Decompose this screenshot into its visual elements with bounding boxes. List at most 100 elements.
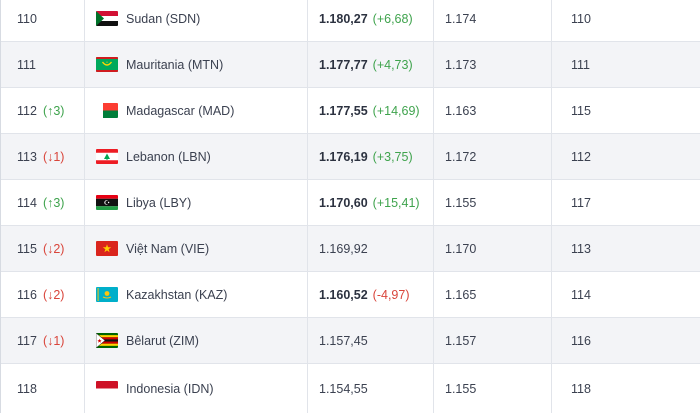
team-name: Sudan (SDN) — [126, 11, 201, 26]
previous-rank-value: 112 — [571, 149, 591, 164]
team-cell[interactable]: Việt Nam (VIE) — [85, 226, 308, 271]
table-row[interactable]: 114 (↑3) Libya (LBY) 1.170,60 (+15,41) 1… — [1, 180, 700, 226]
team-cell[interactable]: Bêlarut (ZIM) — [85, 318, 308, 363]
zimbabwe-flag-icon — [96, 333, 118, 348]
previous-rank-cell: 112 — [552, 134, 700, 179]
table-row[interactable]: 110 Sudan (SDN) 1.180,27 (+6,68) 1.174 1… — [1, 0, 700, 42]
rank-value: 114 — [17, 195, 37, 210]
previous-points-cell: 1.155 — [434, 364, 552, 413]
previous-points-value: 1.172 — [445, 149, 477, 164]
team-cell[interactable]: Libya (LBY) — [85, 180, 308, 225]
rank-value: 111 — [17, 57, 37, 72]
team-cell[interactable]: Mauritania (MTN) — [85, 42, 308, 87]
rank-change: (↑3) — [42, 195, 65, 210]
previous-rank-cell: 111 — [552, 42, 700, 87]
points-value: 1.177,77 — [319, 57, 368, 72]
rank-change: (↑3) — [42, 103, 65, 118]
table-row[interactable]: 116 (↓2) Kazakhstan (KAZ) 1.160,52 (-4,9… — [1, 272, 700, 318]
previous-points-value: 1.165 — [445, 287, 477, 302]
previous-points-cell: 1.170 — [434, 226, 552, 271]
points-value: 1.160,52 — [319, 287, 368, 302]
table-row[interactable]: 112 (↑3) Madagascar (MAD) 1.177,55 (+14,… — [1, 88, 700, 134]
table-row[interactable]: 117 (↓1) Bêlarut (ZIM) 1.157,45 1.157 11… — [1, 318, 700, 364]
rank-cell: 115 (↓2) — [1, 226, 85, 271]
table-row[interactable]: 115 (↓2) Việt Nam (VIE) 1.169,92 1.170 1… — [1, 226, 700, 272]
rank-change: (↓1) — [42, 333, 65, 348]
table-row[interactable]: 111 Mauritania (MTN) 1.177,77 (+4,73) 1.… — [1, 42, 700, 88]
points-delta: (+14,69) — [372, 103, 420, 118]
points-value: 1.180,27 — [319, 11, 368, 26]
previous-rank-value: 115 — [571, 103, 591, 118]
lebanon-flag-icon — [96, 149, 118, 164]
points-cell: 1.154,55 — [308, 364, 434, 413]
rank-cell: 111 — [1, 42, 85, 87]
rank-change: (↓2) — [42, 287, 65, 302]
team-cell[interactable]: Madagascar (MAD) — [85, 88, 308, 133]
previous-points-cell: 1.155 — [434, 180, 552, 225]
points-delta: (+15,41) — [372, 195, 420, 210]
previous-rank-cell: 116 — [552, 318, 700, 363]
points-value: 1.157,45 — [319, 333, 368, 348]
vietnam-flag-icon — [96, 241, 118, 256]
points-delta: (+6,68) — [372, 11, 413, 26]
points-cell: 1.176,19 (+3,75) — [308, 134, 434, 179]
previous-rank-cell: 113 — [552, 226, 700, 271]
table-row[interactable]: 113 (↓1) Lebanon (LBN) 1.176,19 (+3,75) … — [1, 134, 700, 180]
previous-rank-value: 118 — [571, 381, 591, 396]
points-value: 1.177,55 — [319, 103, 368, 118]
points-delta: (+3,75) — [372, 149, 413, 164]
previous-rank-value: 110 — [571, 11, 591, 26]
points-delta: (+4,73) — [372, 57, 413, 72]
previous-points-value: 1.155 — [445, 381, 477, 396]
points-value: 1.176,19 — [319, 149, 368, 164]
points-delta: (-4,97) — [372, 287, 410, 302]
previous-rank-value: 113 — [571, 241, 591, 256]
team-name: Libya (LBY) — [126, 195, 192, 210]
points-cell: 1.177,77 (+4,73) — [308, 42, 434, 87]
rank-value: 110 — [17, 11, 37, 26]
previous-rank-cell: 115 — [552, 88, 700, 133]
previous-rank-value: 117 — [571, 195, 591, 210]
table-row[interactable]: 118 Indonesia (IDN) 1.154,55 1.155 118 — [1, 364, 700, 413]
previous-points-value: 1.155 — [445, 195, 477, 210]
team-cell[interactable]: Indonesia (IDN) — [85, 364, 308, 413]
mauritania-flag-icon — [96, 57, 118, 72]
previous-rank-value: 111 — [571, 57, 591, 72]
rank-cell: 110 — [1, 0, 85, 41]
indonesia-flag-icon — [96, 381, 118, 396]
rank-cell: 113 (↓1) — [1, 134, 85, 179]
points-cell: 1.170,60 (+15,41) — [308, 180, 434, 225]
team-name: Bêlarut (ZIM) — [126, 333, 199, 348]
rank-value: 116 — [17, 287, 37, 302]
points-value: 1.170,60 — [319, 195, 368, 210]
sudan-flag-icon — [96, 11, 118, 26]
points-cell: 1.177,55 (+14,69) — [308, 88, 434, 133]
team-cell[interactable]: Sudan (SDN) — [85, 0, 308, 41]
team-name: Kazakhstan (KAZ) — [126, 287, 228, 302]
rank-cell: 116 (↓2) — [1, 272, 85, 317]
points-value: 1.154,55 — [319, 381, 368, 396]
previous-rank-cell: 114 — [552, 272, 700, 317]
rank-value: 118 — [17, 381, 37, 396]
rank-value: 117 — [17, 333, 37, 348]
team-name: Lebanon (LBN) — [126, 149, 211, 164]
previous-rank-value: 116 — [571, 333, 591, 348]
previous-rank-cell: 118 — [552, 364, 700, 413]
points-value: 1.169,92 — [319, 241, 368, 256]
rank-change: (↓1) — [42, 149, 65, 164]
previous-points-cell: 1.174 — [434, 0, 552, 41]
rank-value: 115 — [17, 241, 37, 256]
previous-points-value: 1.173 — [445, 57, 477, 72]
rank-change: (↓2) — [42, 241, 65, 256]
previous-points-value: 1.174 — [445, 11, 477, 26]
team-cell[interactable]: Kazakhstan (KAZ) — [85, 272, 308, 317]
points-cell: 1.157,45 — [308, 318, 434, 363]
team-name: Indonesia (IDN) — [126, 381, 214, 396]
points-cell: 1.180,27 (+6,68) — [308, 0, 434, 41]
previous-rank-cell: 110 — [552, 0, 700, 41]
previous-points-cell: 1.165 — [434, 272, 552, 317]
rank-cell: 112 (↑3) — [1, 88, 85, 133]
team-name: Việt Nam (VIE) — [126, 241, 210, 256]
team-cell[interactable]: Lebanon (LBN) — [85, 134, 308, 179]
